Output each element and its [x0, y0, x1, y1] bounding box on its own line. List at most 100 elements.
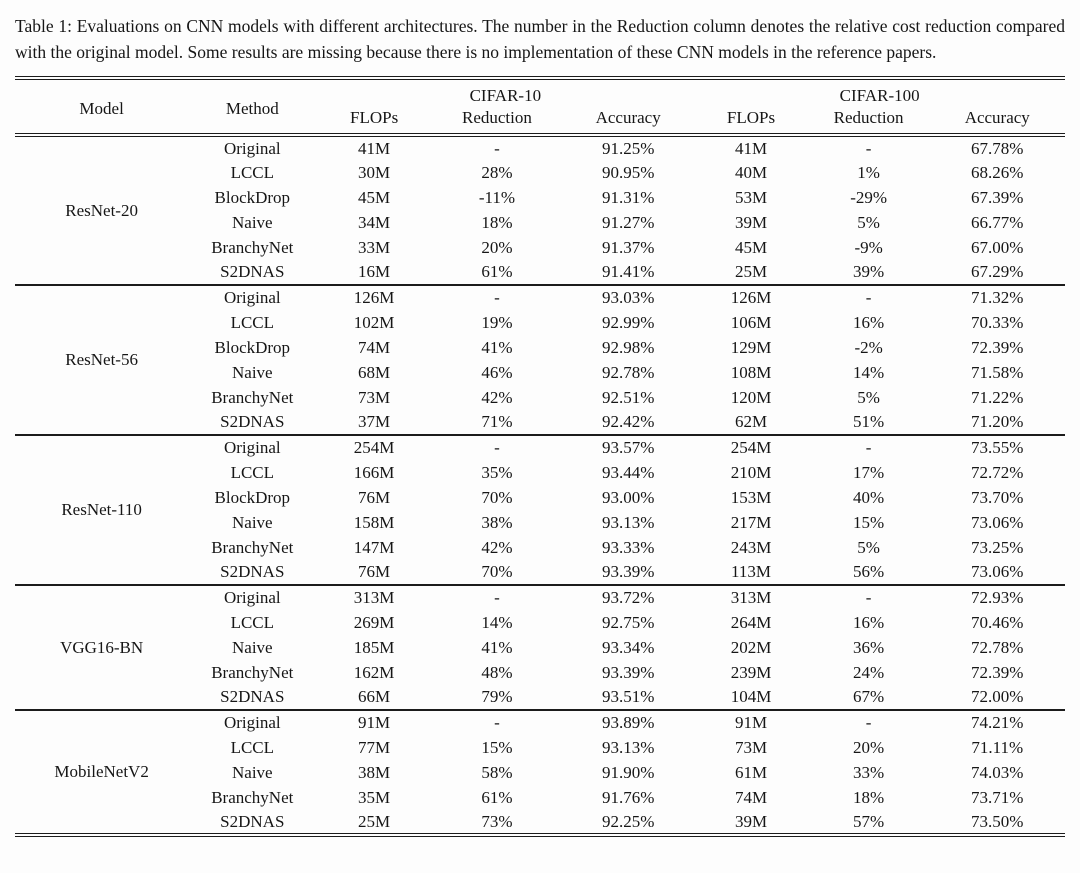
cifar10-flops-cell: 76M — [358, 487, 391, 507]
method-cell: BranchyNet — [211, 787, 294, 807]
cifar100-reduction-cell: - — [807, 284, 930, 310]
model-cell: ResNet-56 — [15, 284, 189, 435]
cifar100-flops-cell: 39M — [734, 212, 768, 232]
cifar100-reduction-cell: 57% — [853, 811, 885, 831]
cifar10-flops-cell: 33M — [358, 237, 391, 257]
cifar100-reduction-cell: 51% — [853, 412, 885, 431]
cifar10-flops-cell: 41M — [316, 134, 432, 160]
cifar100-reduction-cell: 39% — [853, 262, 885, 281]
cifar10-reduction-cell: 61% — [481, 787, 513, 807]
table-row: ResNet-110 Original 254M -93.57% 254M -73.55% — [15, 434, 1065, 585]
table-body: ResNet-20 Original 41M -91.25% 41M -67.78% LCC… — [15, 134, 1065, 835]
cifar100-accuracy-cell: 71.20% — [971, 412, 1024, 431]
cifar100-reduction-cell: 5% — [857, 537, 880, 557]
cifar100-flops-cell: 91M — [694, 709, 808, 735]
cifar10-accuracy-cell: 91.27% — [601, 212, 655, 232]
model-cell: VGG16-BN — [15, 584, 189, 710]
col-header-flops-cifar100: FLOPs — [694, 107, 808, 137]
table-row: BlockDrop 45M -11% 91.31% 53M -29% 67.39% — [15, 185, 1065, 210]
cifar100-reduction-cell: 18% — [853, 787, 885, 807]
cifar100-flops-cell: 53M — [734, 187, 768, 207]
cifar100-flops-cell: 254M — [694, 434, 808, 460]
cifar100-flops-cell: 62M — [734, 412, 768, 431]
cifar100-flops-cell: 61M — [734, 762, 768, 782]
method-cell: S2DNAS — [220, 811, 285, 831]
col-header-cifar10: CIFAR-10 — [469, 86, 542, 105]
method-cell: BranchyNet — [211, 537, 294, 557]
cifar10-accuracy-cell: 93.72% — [562, 584, 695, 610]
cifar100-accuracy-cell: 74.03% — [971, 762, 1024, 782]
cifar10-flops-cell: 158M — [353, 512, 395, 532]
method-cell: Original — [188, 134, 317, 160]
cifar10-accuracy-cell: 91.90% — [601, 762, 655, 782]
table-header: Model Method CIFAR-10 CIFAR-100 FLOPs Re… — [15, 78, 1065, 137]
table-row: BranchyNet 73M 42% 92.51% 120M 5% 71.22% — [15, 385, 1065, 410]
cifar10-reduction-cell: 61% — [481, 262, 513, 281]
table-row: BranchyNet 147M 42% 93.33% 243M 5% 73.25% — [15, 535, 1065, 560]
cifar10-flops-cell: 76M — [358, 562, 391, 581]
cifar10-accuracy-cell: 91.25% — [562, 134, 695, 160]
cifar10-flops-cell: 25M — [358, 811, 391, 831]
method-cell: LCCL — [230, 162, 275, 182]
cifar100-accuracy-cell: 72.00% — [971, 687, 1024, 706]
cifar100-accuracy-cell: 71.58% — [971, 362, 1024, 382]
cifar10-accuracy-cell: 90.95% — [601, 162, 655, 182]
method-cell: Original — [188, 584, 317, 610]
cifar10-reduction-cell: 46% — [481, 362, 513, 382]
table-row: VGG16-BN Original 313M -93.72% 313M -72.93% — [15, 584, 1065, 710]
cifar100-flops-cell: 106M — [730, 312, 772, 332]
cifar100-flops-cell: 74M — [734, 787, 768, 807]
cifar100-accuracy-cell: 74.21% — [929, 709, 1065, 735]
cifar100-accuracy-cell: 66.77% — [971, 212, 1024, 232]
cifar100-reduction-cell: 5% — [857, 212, 880, 232]
table-row: ResNet-56 Original 126M -93.03% 126M -71.32% — [15, 284, 1065, 435]
cifar100-accuracy-cell: 73.25% — [971, 537, 1024, 557]
cifar10-flops-cell: 74M — [358, 337, 391, 357]
cifar100-accuracy-cell: 72.72% — [971, 462, 1024, 482]
cifar10-accuracy-cell: 93.13% — [601, 512, 655, 532]
cifar100-flops-cell: 313M — [694, 584, 808, 610]
cifar10-reduction-cell: 19% — [481, 312, 513, 332]
cifar100-reduction-cell: - — [807, 584, 930, 610]
cifar100-flops-cell: 104M — [730, 687, 772, 706]
cifar10-flops-cell: 66M — [358, 687, 391, 706]
cifar100-flops-cell: 202M — [730, 637, 772, 657]
table-row: LCCL 30M 28% 90.95% 40M 1% 68.26% — [15, 160, 1065, 185]
cifar100-flops-cell: 73M — [734, 737, 768, 757]
table-row: BranchyNet 33M 20% 91.37% 45M -9% 67.00% — [15, 235, 1065, 260]
cifar10-reduction-cell: 18% — [481, 212, 513, 232]
cifar100-accuracy-cell: 68.26% — [971, 162, 1024, 182]
method-cell: S2DNAS — [220, 412, 285, 431]
cifar100-flops-cell: 264M — [730, 612, 772, 632]
cifar100-accuracy-cell: 67.39% — [971, 187, 1024, 207]
cifar10-accuracy-cell: 93.13% — [601, 737, 655, 757]
method-cell: S2DNAS — [220, 687, 285, 706]
cifar10-reduction-cell: 28% — [481, 162, 513, 182]
col-header-model: Model — [15, 78, 189, 137]
cifar10-reduction-cell: 35% — [481, 462, 513, 482]
cifar10-accuracy-cell: 93.34% — [601, 637, 655, 657]
cifar10-flops-cell: 77M — [358, 737, 391, 757]
cifar10-flops-cell: 30M — [358, 162, 391, 182]
method-cell: BlockDrop — [214, 337, 291, 357]
method-cell: LCCL — [230, 737, 275, 757]
cifar10-flops-cell: 68M — [358, 362, 391, 382]
cifar10-reduction-cell: 79% — [481, 687, 513, 706]
cifar10-accuracy-cell: 93.39% — [601, 662, 655, 682]
cifar10-accuracy-cell: 92.42% — [601, 412, 655, 431]
table-row: Naive 38M 58% 91.90% 61M 33% 74.03% — [15, 760, 1065, 785]
cifar100-reduction-cell: 33% — [853, 762, 885, 782]
method-cell: Naive — [232, 512, 273, 532]
cifar10-flops-cell: 102M — [353, 312, 395, 332]
method-cell: Naive — [232, 637, 273, 657]
cifar100-accuracy-cell: 72.93% — [929, 584, 1065, 610]
cifar10-flops-cell: 162M — [353, 662, 395, 682]
cifar10-reduction-cell: 73% — [481, 811, 513, 831]
cifar100-flops-cell: 210M — [730, 462, 772, 482]
cifar10-accuracy-cell: 92.98% — [601, 337, 655, 357]
col-header-method: Method — [188, 78, 317, 137]
method-cell: Original — [188, 434, 317, 460]
cifar100-reduction-cell: - — [807, 709, 930, 735]
cifar10-reduction-cell: - — [431, 134, 563, 160]
